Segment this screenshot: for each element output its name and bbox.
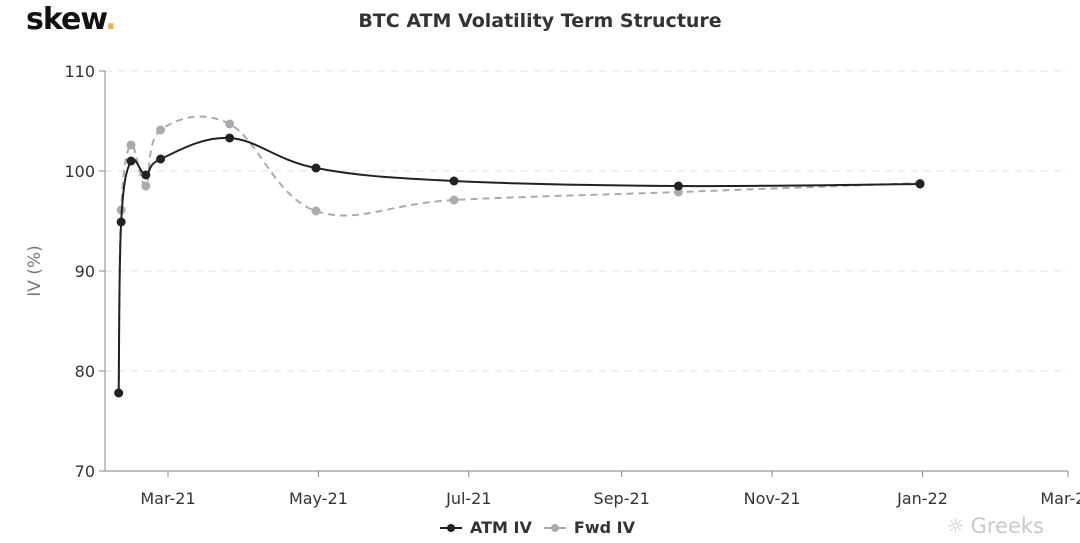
data-point-atm-iv-4 (156, 154, 166, 164)
data-point-fwd-iv-2 (126, 140, 136, 150)
data-point-atm-iv-0 (114, 388, 124, 398)
series-group (114, 115, 925, 398)
series-line-atm-iv (117, 136, 921, 394)
chart-title: BTC ATM Volatility Term Structure (358, 10, 722, 32)
data-point-atm-iv-9 (915, 179, 925, 189)
skew-logo: skew. (26, 2, 117, 37)
data-point-fwd-iv-4 (156, 125, 166, 135)
data-point-fwd-iv-3 (141, 181, 151, 191)
data-point-atm-iv-7 (449, 176, 459, 186)
grid-lines (105, 70, 1068, 372)
y-tick-label-70: 70 (75, 462, 95, 481)
x-tick-label-May-21: May-21 (289, 489, 348, 508)
series-line-fwd-iv (117, 115, 921, 394)
y-tick-label-80: 80 (75, 362, 95, 381)
x-tick-label-Jul-21: Jul-21 (445, 489, 491, 508)
data-point-atm-iv-3 (141, 170, 151, 180)
data-point-fwd-iv-6 (311, 206, 321, 216)
data-point-atm-iv-1 (116, 217, 126, 227)
legend-label-fwd-iv: Fwd IV (573, 518, 635, 537)
series-fwd-iv (114, 115, 925, 398)
y-axis-title: IV (%) (25, 245, 45, 296)
x-axis-ticks: Mar-21 May-21 Jul-21 Sep-21 Nov-21 Jan-22 Mar-… (140, 471, 1080, 508)
legend-item-atm-iv[interactable]: ATM IV (440, 518, 532, 537)
legend-swatch-atm-iv (440, 523, 462, 533)
x-tick-label-Jan-22: Jan-22 (896, 489, 948, 508)
x-tick-label-Mar-22: Mar-22 (1040, 489, 1080, 508)
data-point-atm-iv-8 (673, 181, 683, 191)
watermark: ☼ Greeks (947, 514, 1044, 538)
x-tick-label-Sep-21: Sep-21 (594, 489, 650, 508)
legend-swatch-fwd-iv (543, 523, 566, 533)
y-tick-label-100: 100 (64, 162, 95, 181)
logo-text: skew (26, 2, 106, 37)
y-tick-label-110: 110 (64, 62, 95, 81)
data-point-fwd-iv-5 (225, 119, 235, 129)
data-point-atm-iv-5 (225, 133, 235, 143)
data-point-atm-iv-2 (126, 156, 136, 166)
y-axis-ticks: 70 80 90 100 110 (64, 62, 105, 481)
logo-dot: . (105, 2, 116, 37)
y-tick-label-90: 90 (75, 262, 95, 281)
legend: ATM IV Fwd IV (440, 518, 647, 537)
wechat-icon: ☼ (946, 514, 965, 538)
x-tick-label-Nov-21: Nov-21 (744, 489, 801, 508)
watermark-text: Greeks (970, 514, 1044, 538)
data-point-fwd-iv-7 (449, 195, 459, 205)
series-atm-iv (114, 133, 925, 398)
legend-label-atm-iv: ATM IV (470, 518, 532, 537)
data-point-atm-iv-6 (311, 163, 321, 173)
legend-item-fwd-iv[interactable]: Fwd IV (543, 518, 635, 537)
x-tick-label-Mar-21: Mar-21 (140, 489, 195, 508)
